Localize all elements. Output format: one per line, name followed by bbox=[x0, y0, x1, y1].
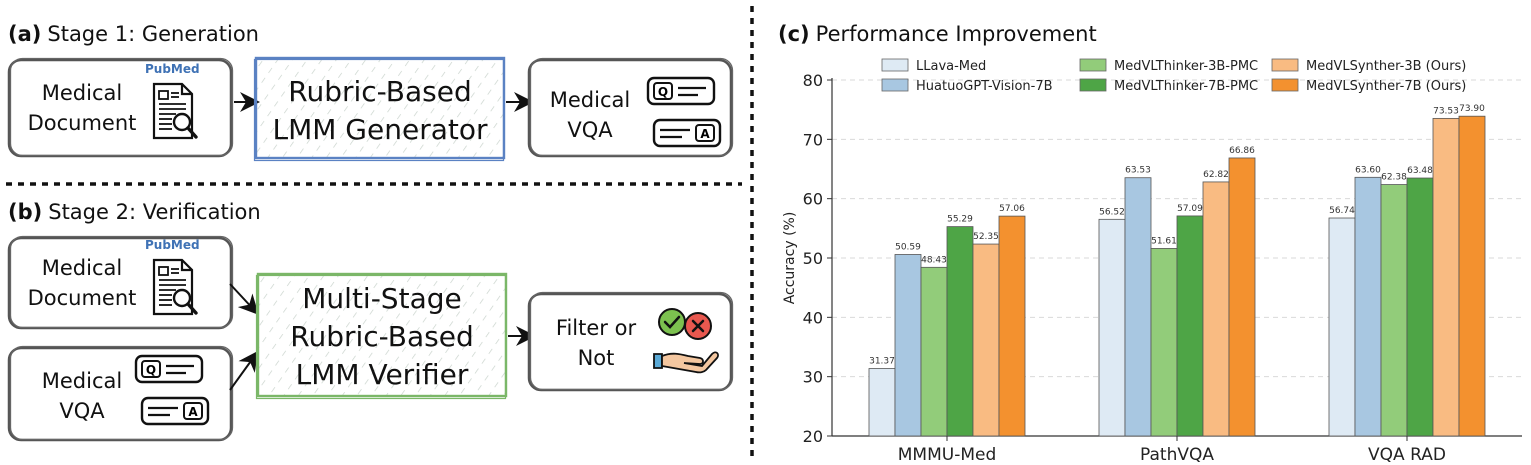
legend-swatch bbox=[1271, 58, 1299, 72]
legend-label: MedVLSynther-3B (Ours) bbox=[1306, 59, 1466, 74]
y-tick-label: 20 bbox=[803, 427, 823, 446]
stage1-generator-label: Rubric-Based LMM Generator bbox=[272, 75, 488, 146]
svg-text:Q: Q bbox=[146, 363, 156, 377]
bar-value-label: 63.60 bbox=[1355, 165, 1381, 175]
y-tick-label: 30 bbox=[803, 368, 823, 387]
stage-divider bbox=[6, 182, 742, 186]
qa-cards-icon: Q A bbox=[134, 354, 210, 426]
bar-value-label: 48.43 bbox=[921, 255, 947, 265]
bar-value-label: 63.53 bbox=[1125, 166, 1151, 176]
bar-value-label: 62.38 bbox=[1381, 173, 1407, 183]
document-search-icon bbox=[148, 258, 198, 316]
accuracy-bar-chart: 20 30 40 50 60 70 80 Accuracy (%) 31.37 50.5948.4… bbox=[782, 58, 1522, 465]
bar bbox=[946, 226, 974, 437]
y-tick-label: 40 bbox=[803, 308, 823, 327]
stage1-generator-box bbox=[253, 56, 506, 162]
legend-swatch bbox=[881, 78, 909, 92]
bar-value-label: 56.74 bbox=[1329, 206, 1355, 216]
svg-text:A: A bbox=[188, 405, 198, 419]
bar-value-label: 50.59 bbox=[895, 242, 921, 252]
bar bbox=[1328, 217, 1356, 437]
stage2-heading: (b) Stage 2: Verification bbox=[8, 200, 261, 224]
bar bbox=[1176, 215, 1204, 437]
converging-arrows bbox=[229, 283, 259, 391]
panel-c-heading: (c) Performance Improvement bbox=[778, 22, 1097, 46]
panel-c-tag: (c) bbox=[778, 22, 810, 46]
qa-cards-icon: Q A bbox=[646, 76, 722, 148]
stage2-document-label: Medical Document bbox=[27, 256, 137, 310]
svg-text:A: A bbox=[700, 127, 710, 141]
y-tick-label: 60 bbox=[803, 190, 823, 209]
arrow-icon bbox=[234, 92, 260, 112]
stage1-pubmed-logo: PubMed bbox=[145, 62, 200, 76]
bar-value-label: 73.90 bbox=[1459, 104, 1485, 114]
bar bbox=[1098, 218, 1126, 437]
stage2-filter-label: Filter or Not bbox=[555, 316, 637, 370]
bar bbox=[1432, 117, 1460, 437]
stage2-verifier-label: Multi-Stage Rubric-Based LMM Verifier bbox=[290, 282, 474, 391]
bar-value-label: 51.61 bbox=[1151, 236, 1177, 246]
bar bbox=[1354, 176, 1382, 437]
arrow-icon bbox=[506, 92, 534, 112]
y-tick-label: 80 bbox=[803, 71, 823, 90]
x-tick-label: MMMU-Med bbox=[898, 445, 997, 465]
bar bbox=[868, 368, 896, 437]
bar-value-label: 31.37 bbox=[869, 357, 895, 367]
bar-value-label: 56.52 bbox=[1099, 207, 1125, 217]
stage2-verifier-box bbox=[255, 272, 508, 400]
legend-label: MedVLThinker-7B-PMC bbox=[1114, 79, 1258, 94]
bar-value-label: 63.48 bbox=[1407, 166, 1433, 176]
document-search-icon bbox=[148, 82, 198, 140]
y-axis-label: Accuracy (%) bbox=[782, 212, 798, 305]
bar-value-label: 57.06 bbox=[999, 204, 1025, 214]
bar bbox=[1150, 248, 1178, 437]
stage1-tag: (a) bbox=[8, 22, 42, 46]
bar-value-label: 73.53 bbox=[1433, 106, 1459, 116]
stage2-tag: (b) bbox=[8, 200, 43, 224]
bar bbox=[1202, 181, 1230, 437]
bar bbox=[1406, 177, 1434, 437]
legend-swatch bbox=[1271, 78, 1299, 92]
legend-label: MedVLThinker-3B-PMC bbox=[1114, 59, 1258, 74]
bar-value-label: 66.86 bbox=[1229, 146, 1255, 156]
panel-divider bbox=[750, 6, 754, 460]
bar-value-label: 52.35 bbox=[973, 232, 999, 242]
svg-text:Q: Q bbox=[658, 85, 668, 99]
bar bbox=[998, 215, 1026, 437]
x-tick-label: PathVQA bbox=[1140, 445, 1214, 465]
stage2-title: Stage 2: Verification bbox=[48, 200, 261, 224]
bar bbox=[894, 254, 922, 437]
legend-label: HuatuoGPT-Vision-7B bbox=[916, 79, 1053, 94]
x-tick-label: VQA RAD bbox=[1368, 445, 1446, 465]
legend-label: LLava-Med bbox=[916, 59, 986, 74]
stage1-document-label: Medical Document bbox=[27, 81, 137, 135]
stage1-heading: (a) Stage 1: Generation bbox=[8, 22, 259, 46]
bar-value-label: 55.29 bbox=[947, 215, 973, 225]
bar-value-label: 62.82 bbox=[1203, 170, 1229, 180]
bar bbox=[920, 266, 948, 437]
bar bbox=[1380, 184, 1408, 437]
legend-swatch bbox=[881, 58, 909, 72]
stage1-vqa-label: Medical VQA bbox=[549, 88, 631, 142]
accept-reject-hand-icon bbox=[653, 308, 719, 374]
stage2-pubmed-logo: PubMed bbox=[145, 238, 200, 252]
y-tick-label: 50 bbox=[803, 249, 823, 268]
stage2-vqa-label: Medical VQA bbox=[41, 369, 123, 423]
bar bbox=[1124, 177, 1152, 437]
stage1-title: Stage 1: Generation bbox=[47, 22, 259, 46]
bar bbox=[1228, 157, 1256, 437]
bar bbox=[1458, 115, 1486, 437]
panel-c-title: Performance Improvement bbox=[815, 22, 1097, 46]
legend-swatch bbox=[1079, 58, 1107, 72]
legend-label: MedVLSynther-7B (Ours) bbox=[1306, 79, 1466, 94]
y-tick-label: 70 bbox=[803, 130, 823, 149]
legend-swatch bbox=[1079, 78, 1107, 92]
bar bbox=[972, 243, 1000, 437]
bar-value-label: 57.09 bbox=[1177, 204, 1203, 214]
